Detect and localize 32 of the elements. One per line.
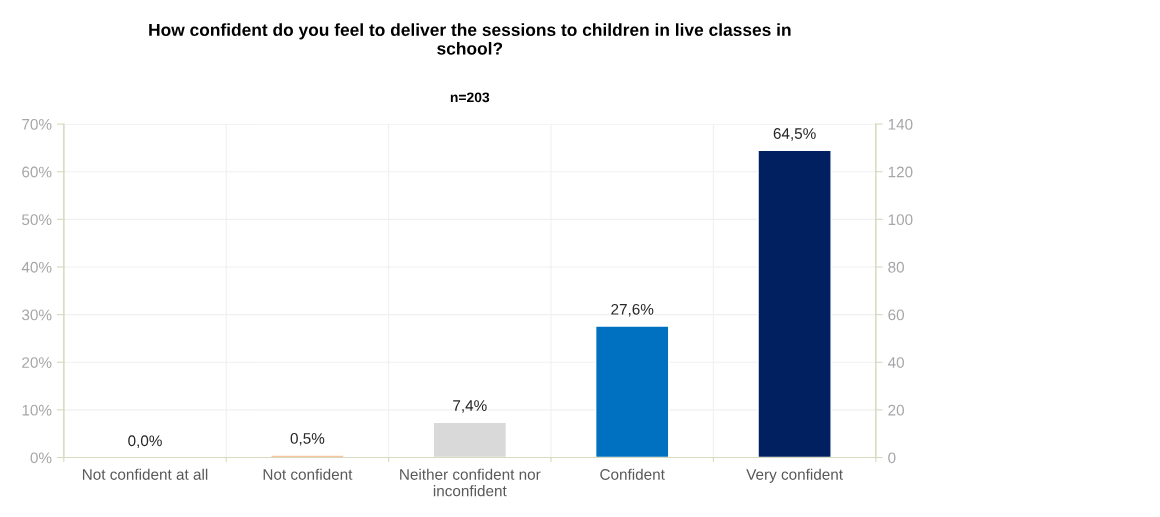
x-tick-label: Neither confident nor inconfident [400, 468, 541, 497]
y2-tick-label: 80 [888, 261, 904, 273]
y2-tick-label: 20 [888, 404, 904, 416]
y2-tick-label: 120 [888, 166, 913, 178]
y-tick-label: 10% [22, 404, 52, 416]
x-tick-label: Confident [600, 468, 665, 480]
data-label: 0,0% [128, 435, 162, 448]
y2-tick-label: 60 [888, 309, 904, 321]
y-tick-label: 30% [22, 309, 52, 321]
y-tick-label: 40% [21, 261, 52, 273]
y-tick-label: 70% [22, 118, 52, 130]
data-label: 0,5% [290, 432, 325, 446]
bar [757, 149, 832, 458]
x-tick-label: Very confident [746, 468, 843, 483]
y2-tick-label: 40 [887, 357, 904, 368]
data-label: 64,5% [773, 128, 816, 141]
chart-subtitle: n=203 [450, 92, 490, 103]
data-label: 27,6% [611, 303, 654, 317]
x-tick-label: Not confident [263, 468, 353, 480]
bar [270, 454, 345, 458]
data-label: 7,4% [453, 400, 487, 413]
y2-tick-label: 140 [888, 118, 913, 130]
x-tick-label: Not confident at all [82, 468, 208, 480]
y-tick-label: 60% [22, 166, 52, 178]
chart-title: How confident do you feel to deliver the sessions to children in live classes in school? [149, 23, 791, 55]
y2-tick-label: 100 [888, 214, 913, 226]
y-tick-label: 0% [30, 452, 52, 464]
y-tick-label: 50% [22, 214, 52, 226]
y-tick-label: 20% [22, 357, 52, 368]
bar [432, 421, 508, 458]
bar [594, 325, 670, 458]
y2-tick-label: 0 [888, 452, 896, 464]
